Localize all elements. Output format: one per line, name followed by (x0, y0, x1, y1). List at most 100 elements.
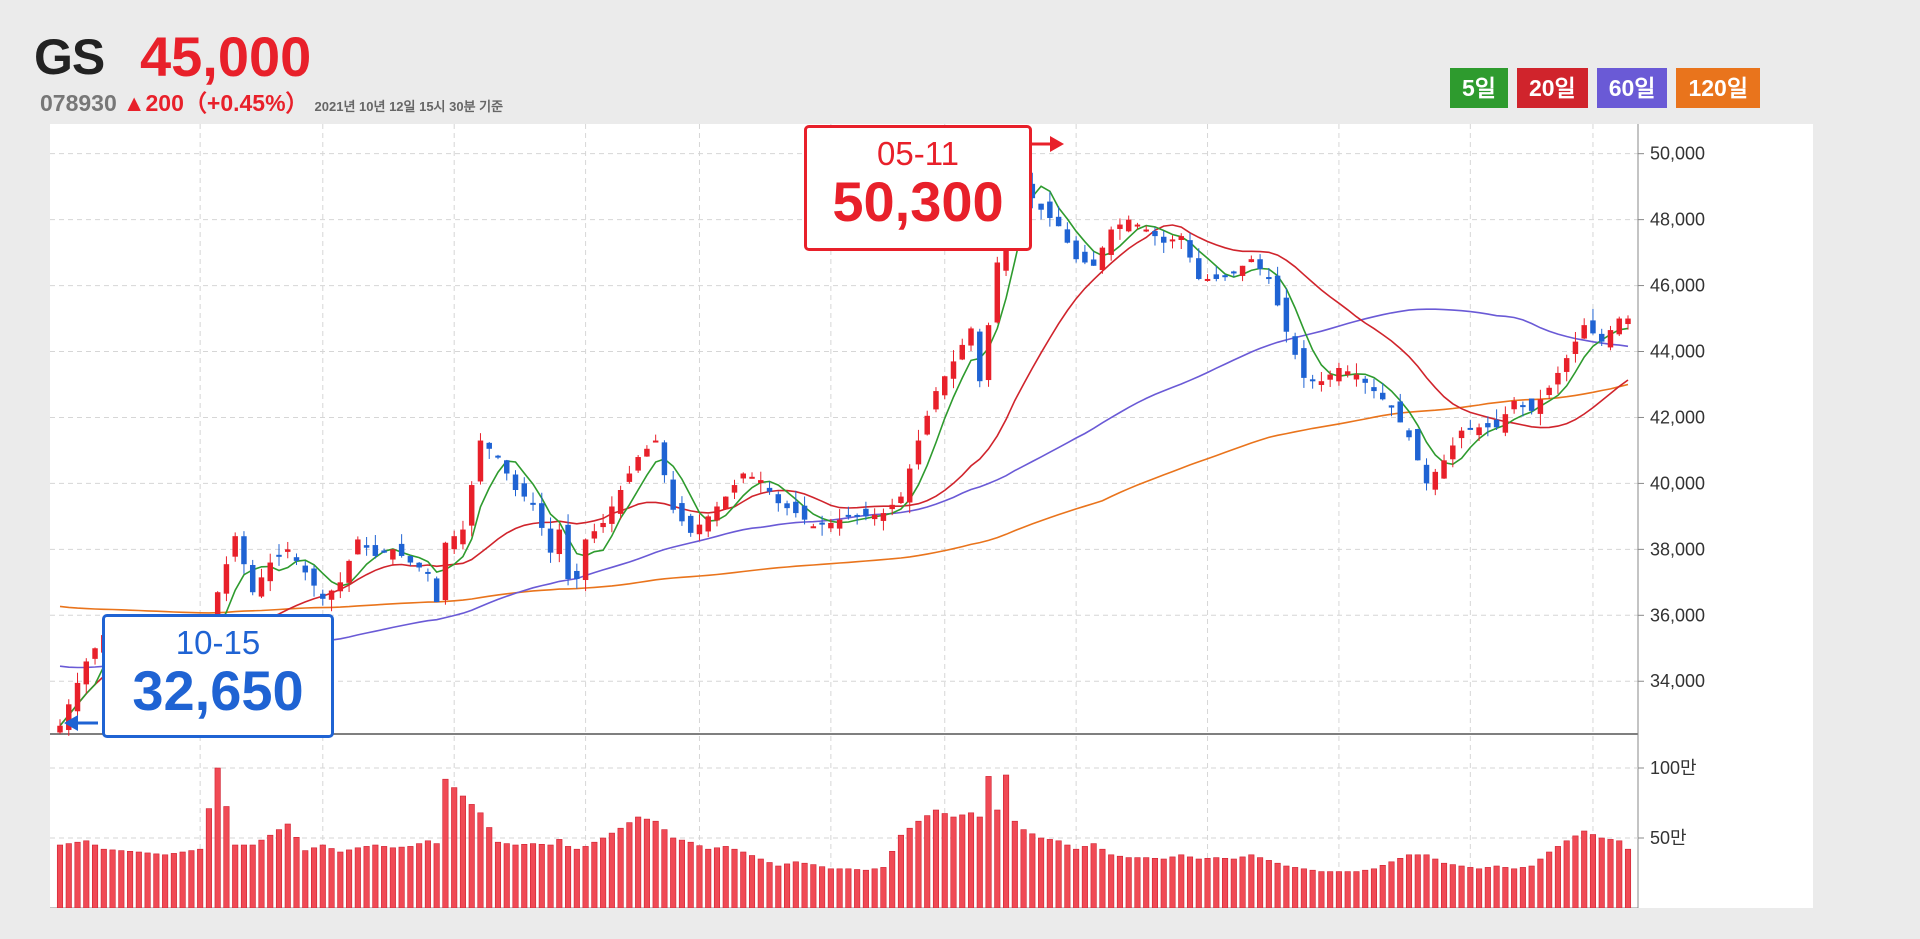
candle-body (1485, 423, 1491, 428)
volume-bar (477, 812, 484, 908)
candle-body (749, 476, 755, 479)
volume-bar (1528, 865, 1535, 908)
volume-bar (100, 848, 107, 908)
volume-bar (1405, 854, 1413, 908)
legend-60day[interactable]: 60일 (1596, 68, 1668, 108)
volume-bar (258, 839, 265, 908)
y-tick-label: 50,000 (1650, 144, 1705, 164)
volume-bar (1624, 848, 1632, 908)
volume-bar (1563, 840, 1570, 908)
candle-body (1590, 320, 1596, 334)
candle-body (679, 503, 685, 522)
candle-body (1467, 427, 1474, 430)
volume-bar (442, 778, 449, 908)
candle-body (556, 529, 563, 555)
y-tick-label: 44,000 (1650, 342, 1705, 362)
volume-bar (144, 852, 151, 908)
candle-body (714, 506, 720, 521)
volume-bar (687, 841, 694, 908)
volume-bar (1169, 856, 1176, 908)
volume-bar (389, 847, 396, 908)
volume-bar (1502, 867, 1509, 908)
volume-bar (705, 848, 712, 908)
volume-bar (600, 837, 607, 908)
volume-bar (950, 816, 957, 908)
candle-body (1073, 240, 1079, 260)
candle-body (985, 325, 992, 381)
volume-bar (512, 844, 519, 908)
candle-body (1143, 229, 1149, 232)
candle-body (1537, 399, 1544, 414)
candle-body (293, 557, 300, 561)
volume-bar (451, 787, 458, 908)
candle-body (1397, 401, 1403, 423)
candle-body (1344, 371, 1351, 375)
volume-bar (179, 851, 186, 908)
candle-body (267, 562, 273, 582)
candle-body (950, 361, 957, 379)
volume-bar (337, 851, 344, 908)
volume-bar (1414, 854, 1421, 908)
candle-body (381, 550, 387, 553)
volume-bar (1344, 871, 1351, 908)
candle-body (959, 344, 965, 360)
candle-body (355, 539, 361, 555)
candle-body (723, 496, 729, 510)
candle-body (442, 542, 449, 601)
volume-bar (1248, 854, 1255, 908)
candle-body (854, 514, 860, 517)
volume-bar (249, 844, 256, 908)
candle-body (1099, 247, 1106, 270)
volume-bar (1458, 865, 1465, 908)
ma5-line (59, 185, 1629, 727)
candle-body (1117, 224, 1123, 229)
candle-body (1055, 216, 1062, 227)
volume-bar (521, 843, 528, 908)
candle-body (889, 504, 895, 510)
volume-bar (346, 849, 353, 908)
candle-body (1318, 381, 1325, 385)
candle-body (942, 376, 948, 396)
volume-bar (1020, 829, 1027, 908)
volume-bar (897, 834, 904, 908)
candle-body (1546, 387, 1552, 396)
candle-body (214, 592, 221, 618)
volume-bar (976, 816, 983, 908)
volume-bar (468, 804, 475, 908)
candle-body (906, 468, 913, 503)
candle-body (801, 505, 808, 520)
volume-bar (354, 847, 361, 908)
candle-body (1607, 330, 1614, 348)
volume-bar (302, 850, 309, 908)
candle-body (775, 494, 782, 504)
volume-bar (827, 868, 834, 908)
volume-bar (1432, 858, 1439, 908)
volume-bar (92, 844, 99, 908)
candle-body (1371, 387, 1377, 392)
candle-body (1047, 201, 1053, 218)
ma120-line (59, 383, 1629, 614)
volume-bar (871, 868, 878, 908)
candle-body (1187, 240, 1193, 258)
volume-bar (494, 841, 502, 908)
volume-bar (906, 827, 913, 908)
volume-bar (959, 814, 966, 908)
volume-bar (1125, 857, 1132, 908)
volume-bar (547, 844, 554, 908)
volume-bar (810, 864, 817, 908)
candle-body (1248, 259, 1255, 263)
volume-bar (1581, 830, 1588, 908)
y-tick-label: 48,000 (1650, 210, 1705, 230)
candle-body (1379, 392, 1386, 400)
volume-bar (83, 840, 90, 908)
legend-5day[interactable]: 5일 (1450, 68, 1508, 108)
volume-bar (1554, 846, 1561, 908)
candle-body (1572, 341, 1579, 354)
legend-20day[interactable]: 20일 (1516, 68, 1588, 108)
volume-bar (766, 862, 773, 908)
volume-bar (1178, 854, 1185, 908)
volume-bar (819, 866, 826, 908)
legend-120day[interactable]: 120일 (1676, 68, 1760, 108)
volume-bar (363, 846, 370, 908)
volume-bar (1055, 840, 1062, 908)
